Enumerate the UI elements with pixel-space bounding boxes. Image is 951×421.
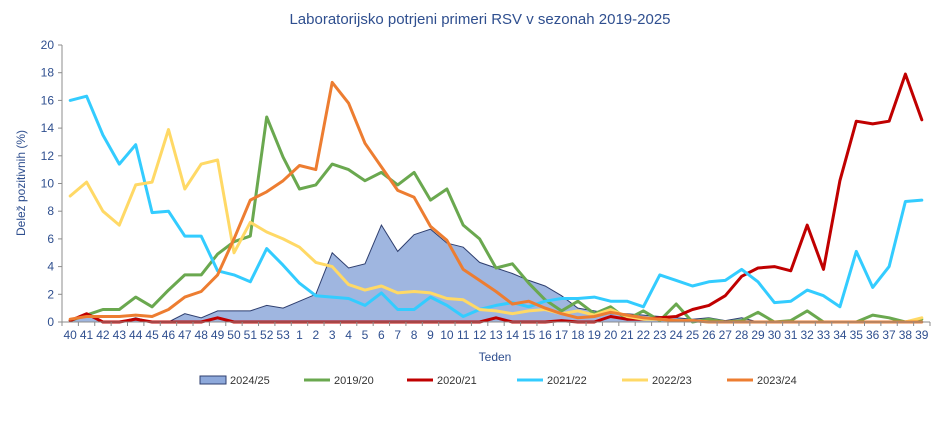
legend-item-2022/23: 2022/23: [622, 375, 692, 387]
y-tick-label: 18: [41, 66, 55, 80]
x-tick-label: 48: [195, 328, 209, 342]
y-tick-label: 14: [41, 121, 55, 135]
x-tick-label: 26: [702, 328, 716, 342]
x-tick-label: 20: [604, 328, 618, 342]
x-tick-label: 11: [457, 328, 470, 342]
x-tick-label: 51: [244, 328, 258, 342]
x-tick-label: 9: [427, 328, 434, 342]
plot-area: [68, 72, 924, 324]
y-tick-label: 16: [41, 93, 55, 107]
x-tick-label: 42: [96, 328, 110, 342]
x-tick-label: 32: [800, 328, 814, 342]
legend-label: 2023/24: [757, 375, 797, 387]
legend-item-2023/24: 2023/24: [727, 375, 797, 387]
legend-label: 2020/21: [437, 375, 477, 387]
x-tick-label: 31: [784, 328, 798, 342]
x-tick-label: 44: [129, 328, 143, 342]
series-line-2020/21: [68, 72, 924, 324]
x-tick-label: 2: [313, 328, 320, 342]
legend-item-2024/25: 2024/25: [199, 375, 270, 387]
x-tick-label: 46: [162, 328, 176, 342]
y-tick-label: 12: [41, 149, 55, 163]
legend-label: 2019/20: [334, 375, 374, 387]
y-tick-label: 10: [41, 177, 55, 191]
x-axis-title: Teden: [479, 350, 512, 364]
series-line-2021/22: [68, 94, 924, 318]
y-tick-label: 8: [47, 204, 54, 218]
legend-label: 2021/22: [547, 375, 587, 387]
x-tick-label: 34: [833, 328, 847, 342]
x-tick-label: 21: [620, 328, 634, 342]
y-axis-title: Delež pozitivnih (%): [14, 130, 28, 236]
y-tick-label: 6: [47, 232, 54, 246]
x-tick-label: 37: [882, 328, 896, 342]
y-tick-label: 2: [47, 287, 54, 301]
x-tick-label: 12: [473, 328, 487, 342]
x-tick-label: 25: [686, 328, 700, 342]
x-tick-label: 4: [345, 328, 352, 342]
x-tick-label: 50: [227, 328, 241, 342]
series-area-2024/25: [70, 225, 840, 322]
x-tick-label: 3: [329, 328, 336, 342]
x-tick-label: 1: [296, 328, 303, 342]
x-tick-label: 5: [362, 328, 369, 342]
x-tick-label: 6: [378, 328, 385, 342]
x-tick-label: 24: [669, 328, 683, 342]
legend-item-2021/22: 2021/22: [517, 375, 587, 387]
legend-item-2019/20: 2019/20: [304, 375, 374, 387]
x-tick-label: 41: [80, 328, 94, 342]
legend-item-2020/21: 2020/21: [407, 375, 477, 387]
x-tick-label: 16: [538, 328, 552, 342]
x-tick-label: 39: [915, 328, 929, 342]
y-tick-label: 20: [41, 38, 55, 52]
y-tick-label: 0: [47, 315, 54, 329]
x-tick-label: 28: [735, 328, 749, 342]
x-tick-label: 13: [489, 328, 503, 342]
x-tick-label: 52: [260, 328, 274, 342]
x-tick-label: 10: [440, 328, 454, 342]
x-tick-label: 7: [394, 328, 401, 342]
legend: 2024/25 2019/20 2020/21 2021/22 2022/23 2023/…: [199, 375, 797, 387]
x-tick-label: 29: [751, 328, 765, 342]
x-tick-label: 38: [899, 328, 913, 342]
x-tick-label: 53: [276, 328, 290, 342]
x-tick-label: 36: [866, 328, 880, 342]
x-tick-label: 47: [178, 328, 192, 342]
legend-label: 2022/23: [652, 375, 692, 387]
x-tick-label: 18: [571, 328, 585, 342]
legend-label: 2024/25: [230, 375, 270, 387]
series-2020/21: [68, 72, 924, 324]
x-tick-label: 33: [817, 328, 831, 342]
chart-title: Laboratorijsko potrjeni primeri RSV v se…: [289, 11, 670, 28]
x-tick-label: 19: [588, 328, 602, 342]
x-tick-label: 14: [506, 328, 520, 342]
series-2021/22: [68, 94, 924, 318]
x-tick-label: 45: [145, 328, 159, 342]
y-tick-label: 4: [47, 260, 54, 274]
x-tick-label: 22: [637, 328, 651, 342]
x-tick-label: 27: [719, 328, 733, 342]
x-tick-label: 40: [64, 328, 78, 342]
x-tick-label: 35: [850, 328, 864, 342]
x-tick-label: 17: [555, 328, 569, 342]
x-tick-label: 43: [113, 328, 127, 342]
legend-swatch: [199, 375, 227, 385]
x-tick-label: 49: [211, 328, 225, 342]
x-tick-label: 23: [653, 328, 667, 342]
x-tick-label: 8: [411, 328, 418, 342]
x-tick-label: 15: [522, 328, 536, 342]
x-tick-label: 30: [768, 328, 782, 342]
